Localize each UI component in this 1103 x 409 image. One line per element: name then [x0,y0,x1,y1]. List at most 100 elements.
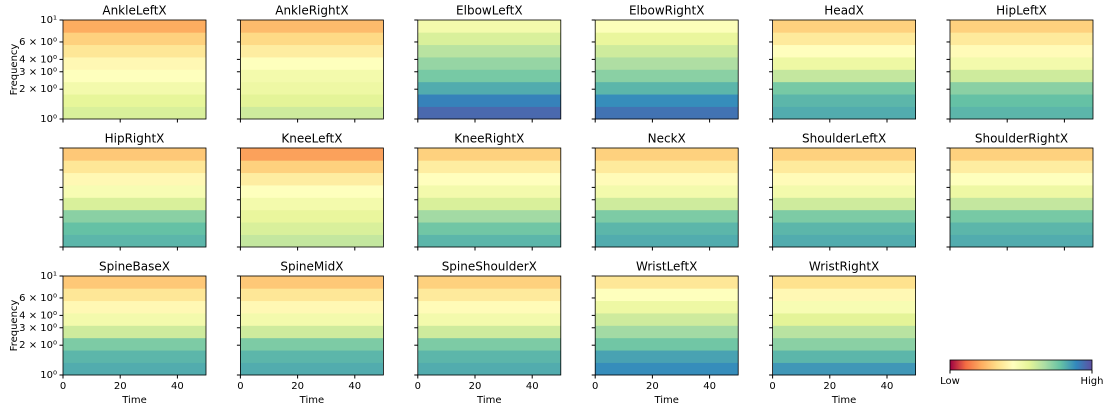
heat-band [773,350,916,363]
heat-band [240,32,383,45]
heat-band [950,160,1093,173]
heat-band [773,82,916,95]
heat-band [418,276,561,289]
x-tick-label: 40 [526,381,539,392]
heat-band [418,148,561,161]
heat-band [63,210,206,223]
heat-band [418,32,561,45]
heat-band [595,172,738,185]
heat-band [240,338,383,351]
heat-band [595,44,738,57]
heat-band [950,32,1093,45]
heat-band [773,185,916,198]
y-tick-label: 10⁰ [40,370,57,381]
x-tick-label: 20 [469,381,482,392]
heat-band [773,20,916,33]
heat-band [773,172,916,185]
heat-band [63,234,206,247]
y-tick-label: 2 × 10⁰ [19,340,57,351]
heat-band [595,276,738,289]
heat-band [595,338,738,351]
heat-band [950,94,1093,107]
heat-band [240,276,383,289]
heat-band [773,210,916,223]
heat-band [418,197,561,210]
x-tick-label: 40 [703,381,716,392]
heat-band [240,185,383,198]
heat-band [595,57,738,70]
colorbar [950,360,1092,370]
heat-band [595,185,738,198]
x-tick-label: 20 [114,381,127,392]
heat-band [773,160,916,173]
heat-band [773,276,916,289]
y-tick-label: 10¹ [40,15,57,26]
x-tick-label: 0 [415,381,421,392]
panel-title: WristRightX [809,260,879,274]
heat-band [240,172,383,185]
heat-band [418,69,561,82]
heat-band [63,106,206,119]
heat-band [240,20,383,33]
heat-band [595,234,738,247]
heat-band [418,234,561,247]
heat-band [63,57,206,70]
heat-band [63,94,206,107]
panel-title: HeadX [824,4,864,18]
heat-band [773,222,916,235]
heat-band [63,44,206,57]
heat-band [595,300,738,313]
heat-band [773,44,916,57]
heat-band [773,148,916,161]
heat-band [950,106,1093,119]
heat-band [595,325,738,338]
heat-band [773,94,916,107]
heat-band [418,94,561,107]
heat-band [418,325,561,338]
panel-title: ElbowLeftX [456,4,523,18]
heat-band [773,69,916,82]
panel-title: HipRightX [105,132,165,146]
heat-band [773,300,916,313]
heat-band [418,172,561,185]
heat-band [595,210,738,223]
heat-band [950,148,1093,161]
colorbar-tick-label: Low [940,376,960,387]
heat-band [240,300,383,313]
heat-band [240,160,383,173]
heat-band [773,197,916,210]
heat-band [63,148,206,161]
heat-band [950,57,1093,70]
heat-band [63,82,206,95]
heat-band [240,94,383,107]
y-tick-label: 10¹ [40,271,57,282]
heat-band [418,288,561,301]
heat-band [63,313,206,326]
heat-band [63,338,206,351]
x-tick-label: 20 [823,381,836,392]
heat-band [63,222,206,235]
heat-band [240,148,383,161]
heat-band [418,57,561,70]
x-tick-label: 20 [646,381,659,392]
heat-band [418,222,561,235]
heat-band [418,44,561,57]
heat-band [240,197,383,210]
x-axis-label: Time [476,395,501,406]
heat-band [240,82,383,95]
y-tick-label: 6 × 10⁰ [19,37,57,48]
x-tick-label: 40 [881,381,894,392]
heat-band [773,234,916,247]
heat-band [63,300,206,313]
heat-band [595,313,738,326]
panel-title: SpineMidX [280,260,343,274]
heat-band [950,222,1093,235]
heat-band [950,210,1093,223]
panel-title: WristLeftX [636,260,697,274]
panel-title: HipLeftX [996,4,1047,18]
heat-band [950,82,1093,95]
heat-band [950,197,1093,210]
heat-band [595,350,738,363]
heat-band [418,210,561,223]
heat-band [595,94,738,107]
